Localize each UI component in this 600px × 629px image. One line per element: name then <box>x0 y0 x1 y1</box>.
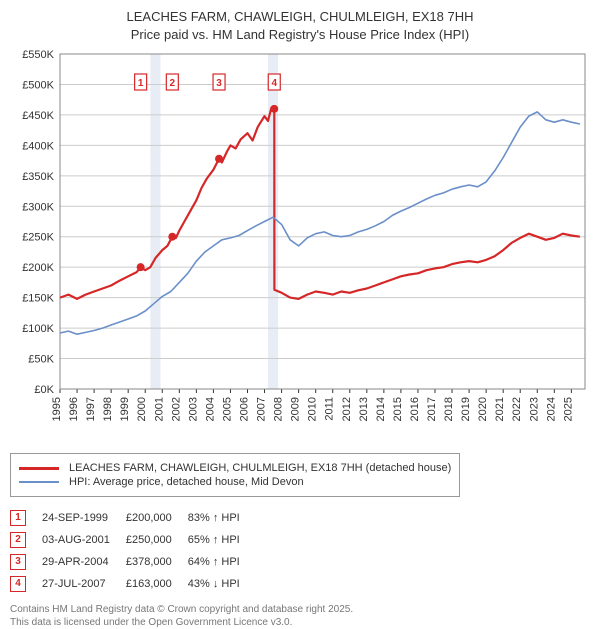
svg-text:2014: 2014 <box>375 397 387 421</box>
svg-text:£400K: £400K <box>22 140 54 152</box>
svg-text:2002: 2002 <box>170 397 182 421</box>
event-delta: 65% ↑ HPI <box>188 529 256 551</box>
svg-text:2017: 2017 <box>426 397 438 421</box>
svg-text:£0K: £0K <box>34 384 54 396</box>
svg-text:2005: 2005 <box>221 397 233 421</box>
svg-text:2006: 2006 <box>239 397 251 421</box>
event-date: 24-SEP-1999 <box>42 507 126 529</box>
legend: LEACHES FARM, CHAWLEIGH, CHULMLEIGH, EX1… <box>10 453 460 497</box>
svg-text:2009: 2009 <box>290 397 302 421</box>
svg-text:2023: 2023 <box>528 397 540 421</box>
svg-text:2019: 2019 <box>460 397 472 421</box>
chart-svg: £0K £50K £100K £150K £200K £250K £300K £350K £40… <box>10 49 590 449</box>
svg-text:£350K: £350K <box>22 171 54 183</box>
event-date: 29-APR-2004 <box>42 551 126 573</box>
svg-text:2020: 2020 <box>477 397 489 421</box>
legend-label: LEACHES FARM, CHAWLEIGH, CHULMLEIGH, EX1… <box>69 462 451 474</box>
event-row: 2 03-AUG-2001£250,00065% ↑ HPI <box>10 529 256 551</box>
legend-item: LEACHES FARM, CHAWLEIGH, CHULMLEIGH, EX1… <box>19 462 451 474</box>
svg-text:2003: 2003 <box>187 397 199 421</box>
event-price: £250,000 <box>126 529 188 551</box>
svg-text:2024: 2024 <box>545 397 557 421</box>
events-table: 1 24-SEP-1999£200,00083% ↑ HPI 2 03-AUG-200… <box>10 507 590 595</box>
legend-swatch <box>19 467 59 470</box>
svg-text:2021: 2021 <box>494 397 506 421</box>
svg-text:2016: 2016 <box>409 397 421 421</box>
attribution-line-2: This data is licensed under the Open Gov… <box>10 616 590 629</box>
legend-label: HPI: Average price, detached house, Mid … <box>69 476 304 488</box>
svg-text:2001: 2001 <box>153 397 165 421</box>
svg-text:£550K: £550K <box>22 49 54 61</box>
svg-text:1996: 1996 <box>68 397 80 421</box>
svg-text:1997: 1997 <box>85 397 97 421</box>
svg-text:2018: 2018 <box>443 397 455 421</box>
svg-text:2008: 2008 <box>273 397 285 421</box>
event-date: 03-AUG-2001 <box>42 529 126 551</box>
event-row: 4 27-JUL-2007£163,00043% ↓ HPI <box>10 573 256 595</box>
svg-text:£500K: £500K <box>22 80 54 92</box>
svg-text:2000: 2000 <box>136 397 148 421</box>
attribution-line-1: Contains HM Land Registry data © Crown c… <box>10 603 590 616</box>
event-badge: 4 <box>10 576 26 592</box>
svg-text:2013: 2013 <box>358 397 370 421</box>
event-row: 3 29-APR-2004£378,00064% ↑ HPI <box>10 551 256 573</box>
event-badge: 3 <box>10 554 26 570</box>
svg-text:2025: 2025 <box>562 397 574 421</box>
legend-swatch <box>19 481 59 483</box>
svg-text:3: 3 <box>216 78 222 89</box>
svg-text:1995: 1995 <box>51 397 63 421</box>
svg-text:1999: 1999 <box>119 397 131 421</box>
svg-text:1: 1 <box>138 78 144 89</box>
event-price: £200,000 <box>126 507 188 529</box>
svg-text:2010: 2010 <box>307 397 319 421</box>
title-line-1: LEACHES FARM, CHAWLEIGH, CHULMLEIGH, EX1… <box>10 8 590 26</box>
svg-text:2015: 2015 <box>392 397 404 421</box>
event-delta: 64% ↑ HPI <box>188 551 256 573</box>
event-badge: 1 <box>10 510 26 526</box>
event-badge: 2 <box>10 532 26 548</box>
svg-text:£100K: £100K <box>22 323 54 335</box>
event-date: 27-JUL-2007 <box>42 573 126 595</box>
svg-text:£150K: £150K <box>22 293 54 305</box>
event-price: £378,000 <box>126 551 188 573</box>
event-row: 1 24-SEP-1999£200,00083% ↑ HPI <box>10 507 256 529</box>
svg-text:2: 2 <box>170 78 176 89</box>
legend-item: HPI: Average price, detached house, Mid … <box>19 476 451 488</box>
svg-text:£300K: £300K <box>22 201 54 213</box>
svg-text:£50K: £50K <box>28 354 54 366</box>
svg-text:2012: 2012 <box>341 397 353 421</box>
event-price: £163,000 <box>126 573 188 595</box>
svg-text:2007: 2007 <box>256 397 268 421</box>
svg-text:£450K: £450K <box>22 110 54 122</box>
svg-text:2004: 2004 <box>204 397 216 421</box>
svg-text:2011: 2011 <box>324 397 336 421</box>
svg-text:2022: 2022 <box>511 397 523 421</box>
attribution: Contains HM Land Registry data © Crown c… <box>10 603 590 629</box>
svg-text:4: 4 <box>271 78 277 89</box>
svg-text:£250K: £250K <box>22 232 54 244</box>
event-delta: 83% ↑ HPI <box>188 507 256 529</box>
chart-title: LEACHES FARM, CHAWLEIGH, CHULMLEIGH, EX1… <box>10 8 590 43</box>
title-line-2: Price paid vs. HM Land Registry's House … <box>10 26 590 44</box>
event-delta: 43% ↓ HPI <box>188 573 256 595</box>
svg-text:£200K: £200K <box>22 262 54 274</box>
chart: £0K £50K £100K £150K £200K £250K £300K £350K £40… <box>10 49 590 449</box>
svg-text:1998: 1998 <box>102 397 114 421</box>
